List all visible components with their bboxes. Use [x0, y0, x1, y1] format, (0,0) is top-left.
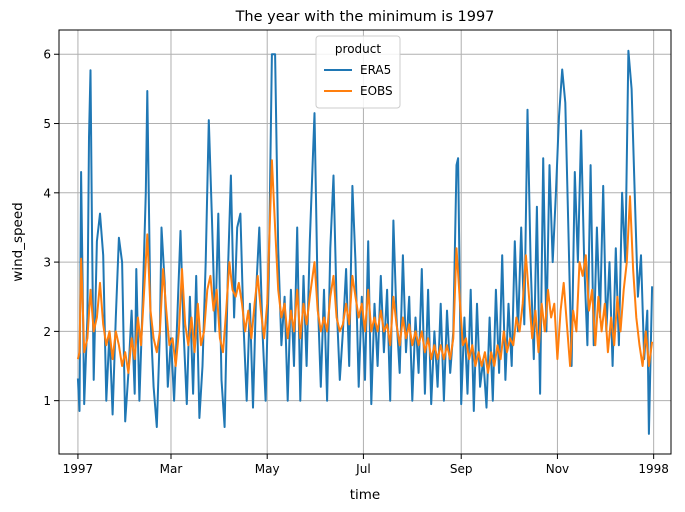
y-tick-label-4: 5 — [43, 117, 51, 131]
y-axis-label: wind_speed — [10, 202, 26, 281]
x-tick-label-4: Sep — [450, 462, 473, 476]
x-axis-label: time — [350, 487, 381, 503]
plot-frame — [58, 29, 672, 455]
legend: product ERA5 EOBS — [315, 35, 401, 109]
x-tick-label-5: Nov — [546, 462, 569, 476]
series-line-eobs — [76, 159, 654, 374]
series-layer — [76, 49, 654, 435]
legend-label-eobs: EOBS — [360, 84, 393, 98]
y-tick-label-2: 3 — [43, 256, 51, 270]
x-tick-label-6: 1998 — [638, 462, 669, 476]
chart-title: The year with the minimum is 1997 — [235, 9, 495, 25]
x-tick-label-1: Mar — [160, 462, 183, 476]
series-line-era5 — [76, 49, 654, 435]
axes: 1997 Mar May Jul Sep Nov 1998 1 2 3 4 5 6 — [43, 48, 669, 476]
y-tick-label-1: 2 — [43, 325, 51, 339]
y-tick-label-5: 6 — [43, 48, 51, 62]
x-tick-label-2: May — [255, 462, 280, 476]
x-tick-label-3: Jul — [355, 462, 370, 476]
y-tick-label-0: 1 — [43, 394, 51, 408]
legend-title: product — [335, 42, 381, 56]
x-tick-label-0: 1997 — [63, 462, 94, 476]
legend-label-era5: ERA5 — [360, 63, 391, 77]
y-tick-label-3: 4 — [43, 186, 51, 200]
